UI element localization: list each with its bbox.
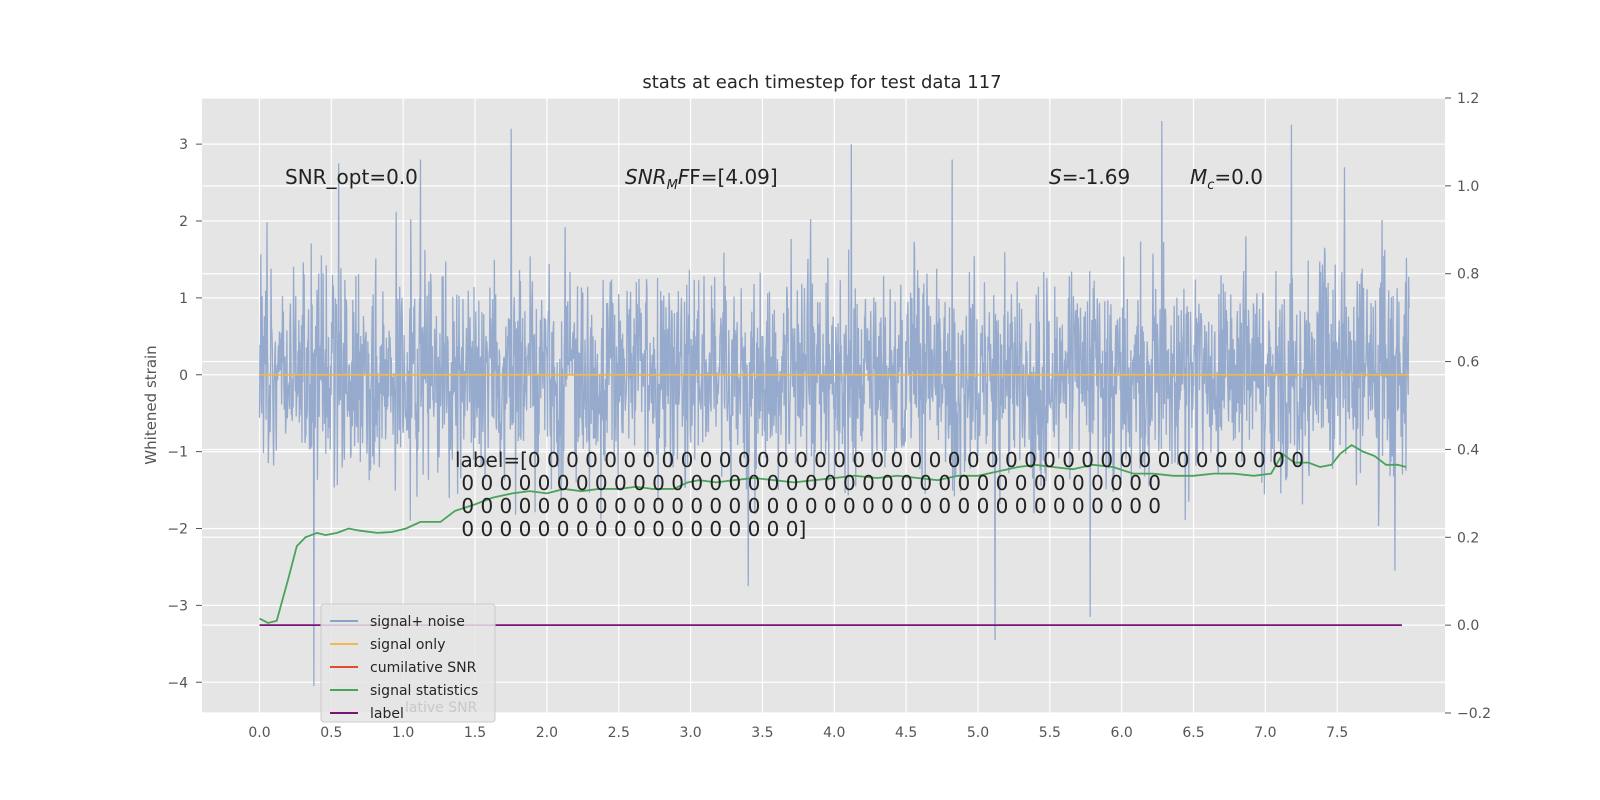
y-right-tick-label: −0.2	[1457, 706, 1491, 722]
x-tick-label: 4.0	[823, 725, 845, 741]
legend-label-signal-only: signal only	[370, 637, 445, 653]
label-line-4: 0 0 0 0 0 0 0 0 0 0 0 0 0 0 0 0 0 0]	[455, 517, 806, 541]
annotation-s-value: =-1.69	[1062, 165, 1131, 189]
y-tick-label: 0	[179, 368, 188, 384]
signal-noise-series	[258, 121, 1410, 687]
label-annotation: label=[0 0 0 0 0 0 0 0 0 0 0 0 0 0 0 0 0…	[455, 448, 1304, 541]
x-tick-label: 5.5	[1039, 725, 1061, 741]
y-right-tick-label: 0.8	[1457, 267, 1479, 283]
x-tick-label: 0.0	[248, 725, 270, 741]
x-tick-label: 7.5	[1326, 725, 1348, 741]
y-right-tick-label: 0.0	[1457, 618, 1479, 634]
label-line-1: label=[0 0 0 0 0 0 0 0 0 0 0 0 0 0 0 0 0…	[455, 448, 1304, 472]
y-right-tick-label: 1.2	[1457, 91, 1479, 107]
x-tick-label: 6.5	[1182, 725, 1204, 741]
legend: lative SNR signal+ noise signal only cumil…	[320, 603, 496, 723]
legend-label-label: label	[370, 706, 404, 722]
y-tick-label: −4	[167, 675, 188, 691]
y-right-tick-label: 0.6	[1457, 355, 1479, 371]
legend-label-cumulative-snr: cumilative SNR	[370, 660, 477, 676]
x-tick-label: 0.5	[320, 725, 342, 741]
annotation-mc: Mc=0.0	[1190, 165, 1263, 193]
y-tick-label: 1	[179, 291, 188, 307]
x-tick-label: 3.0	[679, 725, 701, 741]
legend-items: signal+ noise signal only cumilative SNR si…	[330, 614, 478, 722]
y-tick-label: −2	[167, 522, 188, 538]
annotation-s-symbol: S	[1049, 165, 1062, 189]
annotation-s-stat: S=-1.69	[1049, 165, 1130, 189]
x-tick-label: 7.0	[1254, 725, 1276, 741]
legend-label-signal-noise: signal+ noise	[370, 614, 465, 630]
y-right-tick-label: 0.4	[1457, 442, 1479, 458]
x-tick-label: 4.5	[895, 725, 917, 741]
y-right-tick-label: 0.2	[1457, 530, 1479, 546]
annotation-snr-mf-rest-f: F	[678, 165, 690, 189]
annotation-mc-base: M	[1190, 165, 1207, 189]
label-line-2: 0 0 0 0 0 0 0 0 0 0 0 0 0 0 0 0 0 0 0 0 …	[455, 471, 1161, 495]
y-tick-label: −3	[167, 598, 188, 614]
annotation-snr-mf-value: F=[4.09]	[689, 165, 777, 189]
legend-ghost-text: lative SNR	[405, 700, 478, 716]
y-axis-label: Whitened strain	[142, 345, 160, 464]
signal-noise-line	[258, 121, 1410, 687]
legend-box	[320, 603, 496, 723]
annotation-snr-mf-base: SNR	[625, 165, 667, 189]
axis-ticks: 0.0 0.5 1.0 1.5 2.0 2.5 3.0 3.5 4.0 4.5 5.0 5.5 6.0 6…	[167, 91, 1491, 741]
annotation-mc-sub: c	[1207, 178, 1214, 193]
annotation-snr-opt: SNR_opt=0.0	[285, 165, 418, 189]
y-tick-label: −1	[167, 445, 188, 461]
series-line-signal-statistics	[259, 443, 1407, 624]
x-tick-label: 3.5	[751, 725, 773, 741]
x-tick-label: 6.0	[1111, 725, 1133, 741]
x-tick-label: 5.0	[967, 725, 989, 741]
label-line-3: 0 0 0 0 0 0 0 0 0 0 0 0 0 0 0 0 0 0 0 0 …	[455, 494, 1161, 518]
annotation-mc-value: =0.0	[1214, 165, 1263, 189]
x-tick-label: 1.0	[392, 725, 414, 741]
chart-title: stats at each timestep for test data 117	[642, 72, 1001, 93]
x-tick-label: 2.0	[536, 725, 558, 741]
legend-label-signal-statistics: signal statistics	[370, 683, 478, 699]
annotation-snr-mf: SNRMFF=[4.09]	[625, 165, 778, 193]
y-right-tick-label: 1.0	[1457, 179, 1479, 195]
x-tick-label: 1.5	[464, 725, 486, 741]
y-tick-label: 3	[179, 137, 188, 153]
y-tick-label: 2	[179, 214, 188, 230]
x-tick-label: 2.5	[608, 725, 630, 741]
annotation-snr-mf-sub: M	[667, 178, 678, 193]
